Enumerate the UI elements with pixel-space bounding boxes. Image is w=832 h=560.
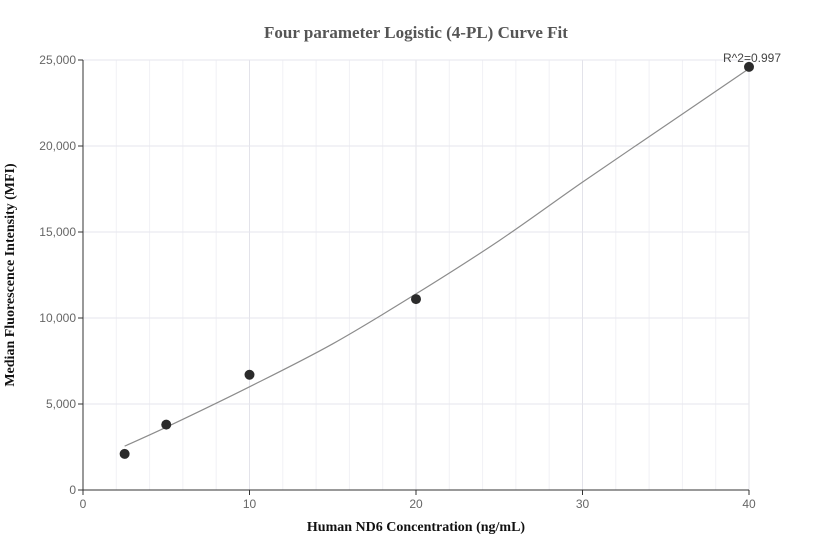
data-point <box>119 448 130 459</box>
data-point <box>411 294 421 305</box>
fit-curve <box>124 68 750 447</box>
y-tick-label: 25,000 <box>39 53 76 67</box>
x-tick-label: 20 <box>409 497 423 511</box>
grid <box>82 59 750 491</box>
x-axis-title: Human ND6 Concentration (ng/mL) <box>307 520 526 535</box>
y-tick-label: 0 <box>69 483 76 497</box>
y-tick-label: 5,000 <box>46 397 76 411</box>
y-tick-label: 10,000 <box>39 311 76 325</box>
y-axis-title: Median Fluorescence Intensity (MFI) <box>3 163 18 387</box>
x-tick-label: 10 <box>243 497 257 511</box>
data-points <box>119 61 754 459</box>
chart-title: Four parameter Logistic (4-PL) Curve Fit <box>264 23 568 42</box>
x-tick-label: 30 <box>576 497 590 511</box>
data-point <box>161 419 172 430</box>
x-tick-label: 40 <box>742 497 756 511</box>
data-point <box>244 369 255 380</box>
y-tick-label: 20,000 <box>39 139 76 153</box>
r-squared-annotation: R^2=0.997 <box>723 51 781 65</box>
x-tick-label: 0 <box>80 497 87 511</box>
data-point <box>744 61 754 72</box>
ticks: 0 10 20 30 40 0 5,000 10,000 15,000 20,000 25,000 <box>39 53 756 511</box>
y-tick-label: 15,000 <box>39 225 76 239</box>
